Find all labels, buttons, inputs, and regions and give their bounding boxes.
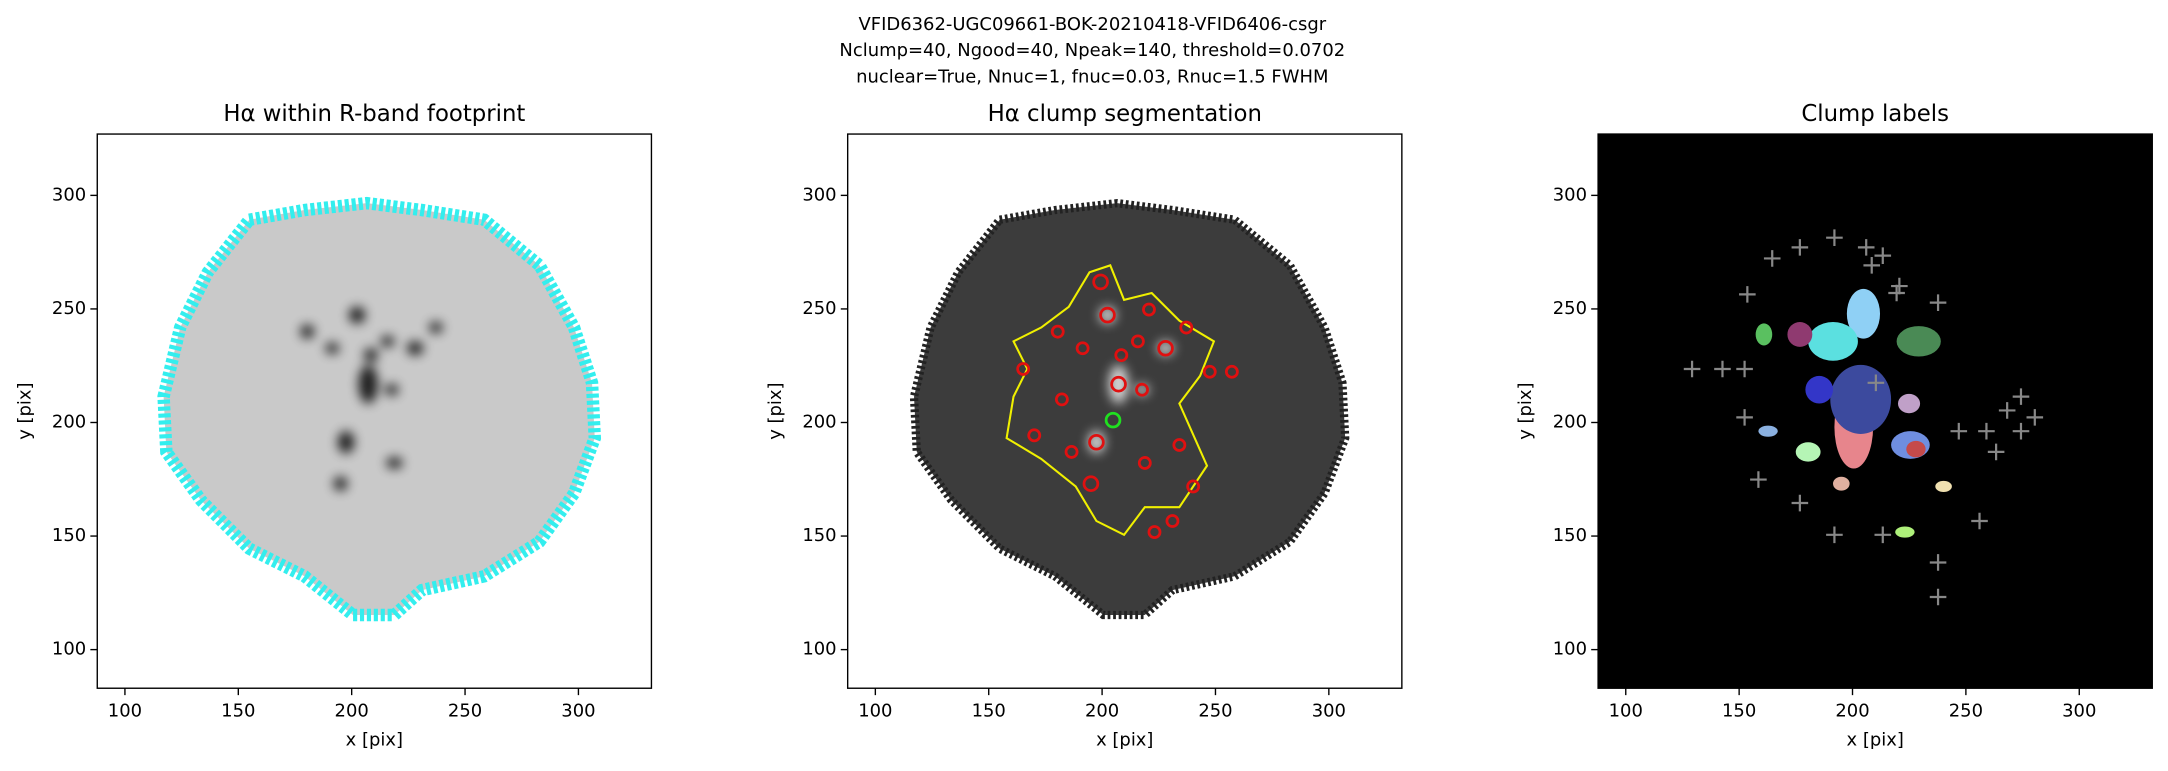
image-panel (164, 203, 595, 615)
suptitle: nuclear=True, Nnuc=1, fnuc=0.03, Rnuc=1.… (856, 66, 1328, 87)
x-tick-label: 150 (221, 701, 255, 722)
x-tick-label: 300 (1312, 701, 1346, 722)
y-tick-label: 250 (1553, 298, 1587, 319)
x-tick-label: 150 (1722, 701, 1756, 722)
x-axis-label: x [pix] (346, 730, 403, 751)
x-axis-label: x [pix] (1847, 730, 1904, 751)
x-tick-label: 200 (1835, 701, 1869, 722)
x-tick-label: 100 (108, 701, 142, 722)
y-tick-label: 200 (52, 411, 86, 432)
x-tick-label: 250 (1198, 701, 1232, 722)
y-tick-label: 150 (802, 525, 836, 546)
y-tick-label: 150 (1553, 525, 1587, 546)
axes-frame (96, 133, 653, 689)
axes-frame (846, 133, 1403, 689)
y-tick-label: 100 (802, 639, 836, 660)
y-tick-label: 150 (52, 525, 86, 546)
y-tick-label: 100 (52, 639, 86, 660)
x-tick-label: 200 (335, 701, 369, 722)
x-tick-label: 100 (858, 701, 892, 722)
y-tick-label: 250 (802, 298, 836, 319)
y-axis-label: y [pix] (14, 382, 35, 439)
x-tick-label: 250 (448, 701, 482, 722)
y-axis-label: y [pix] (1515, 382, 1536, 439)
axes-title: Hα within R-band footprint (223, 101, 525, 127)
y-tick-label: 200 (1553, 411, 1587, 432)
y-tick-label: 300 (52, 184, 86, 205)
x-tick-label: 250 (1949, 701, 1983, 722)
x-tick-label: 200 (1085, 701, 1119, 722)
y-tick-label: 200 (802, 411, 836, 432)
axes-frame (1597, 133, 2153, 689)
y-tick-label: 300 (1553, 184, 1587, 205)
x-tick-label: 300 (561, 701, 595, 722)
x-tick-label: 300 (2062, 701, 2096, 722)
y-axis-label: y [pix] (765, 382, 786, 439)
axes-title: Clump labels (1801, 101, 1949, 127)
suptitle: VFID6362-UGC09661-BOK-20210418-VFID6406-… (858, 14, 1326, 35)
y-tick-label: 100 (1553, 639, 1587, 660)
x-axis-label: x [pix] (1096, 730, 1153, 751)
axes-title: Hα clump segmentation (988, 101, 1262, 127)
image-panel (914, 203, 1345, 615)
x-tick-label: 100 (1609, 701, 1643, 722)
image-panel (1598, 134, 2153, 689)
y-tick-label: 250 (52, 298, 86, 319)
y-tick-label: 300 (802, 184, 836, 205)
x-tick-label: 150 (972, 701, 1006, 722)
suptitle: Nclump=40, Ngood=40, Npeak=140, threshol… (839, 40, 1345, 61)
